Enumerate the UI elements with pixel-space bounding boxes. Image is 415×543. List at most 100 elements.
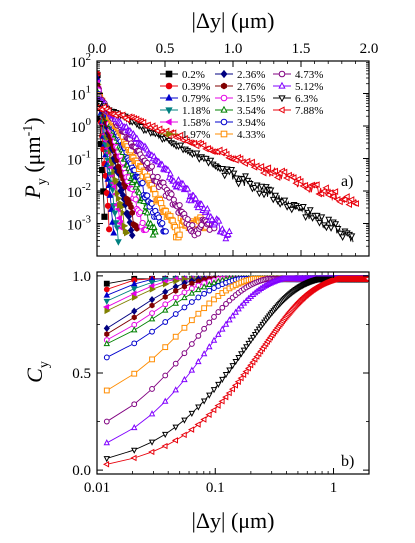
panel-a-point <box>347 196 355 203</box>
panel-a-y-tick-label: 102 <box>71 51 92 71</box>
panel-b-point <box>244 365 251 372</box>
legend-item: 3.54% <box>215 105 265 117</box>
panel-a-point <box>143 208 151 216</box>
panel-a-point <box>151 227 159 235</box>
panel-a-ylabel-unit: (μm <box>20 136 45 172</box>
panel-b-point <box>363 276 369 282</box>
panel-b-y-tick-label: 1.0 <box>72 269 91 285</box>
panel-b-ylabel-sub: y <box>37 361 52 368</box>
panel-a-point <box>258 183 266 191</box>
panel-b-point <box>194 421 201 428</box>
panel-a-point <box>225 227 233 235</box>
panel-a-y-tick-label: 100 <box>71 116 92 136</box>
panel-a-point <box>176 202 183 209</box>
panel-a-point <box>313 212 321 220</box>
panel-b-point <box>210 387 218 394</box>
panel-a-point <box>106 226 113 233</box>
panel-a-point <box>296 177 304 185</box>
panel-a-point <box>199 142 207 149</box>
panel-b-point <box>201 305 208 312</box>
legend-marker <box>165 82 173 90</box>
panel-b-point <box>103 298 111 305</box>
panel-a-point <box>208 215 216 223</box>
panel-a-point <box>106 191 114 198</box>
legend-marker <box>277 106 285 114</box>
panel-b-point <box>188 289 196 296</box>
panel-a-point <box>175 176 182 183</box>
panel-b-point <box>200 350 208 357</box>
panel-a-point <box>193 150 201 157</box>
panel-b-point <box>188 366 196 373</box>
panel-a-point <box>235 180 243 188</box>
panel-a-point <box>216 146 223 154</box>
panel-a-x-tick-label: 1.0 <box>224 41 243 57</box>
panel-b-point <box>149 356 155 363</box>
panel-b-point <box>201 290 208 297</box>
panel-a-point <box>192 194 200 202</box>
panel-b-point <box>131 423 138 431</box>
panel-a-point <box>133 180 141 188</box>
panel-b-point <box>206 343 213 350</box>
panel-a-point <box>107 205 115 212</box>
legend-marker <box>220 94 228 102</box>
panel-a-point <box>348 233 356 240</box>
panel-b-point <box>131 326 138 333</box>
legend-marker <box>165 93 173 101</box>
panel-b-point <box>200 398 208 405</box>
panel-b-point <box>161 397 169 404</box>
panel-b-point <box>103 286 110 293</box>
panel-b-point <box>238 351 245 358</box>
legend-item: 3.15% <box>215 93 265 105</box>
legend-item: 2.36% <box>215 69 265 81</box>
panel-a-point <box>123 116 131 124</box>
legend-marker <box>278 70 286 78</box>
panel-a-point <box>125 212 133 221</box>
panel-a-point <box>320 187 327 195</box>
panel-a-point <box>336 230 344 238</box>
legend-item: 6.3% <box>273 93 318 105</box>
panel-b-point <box>172 424 179 431</box>
panel-b-point <box>131 280 138 287</box>
panel-a-point <box>203 204 211 212</box>
panel-b-point <box>188 410 196 418</box>
panel-a-point <box>113 225 121 232</box>
panel-a-x-tick-label: 0.5 <box>156 41 175 57</box>
panel-b: 0.01 0.1 10.00.51.0 |Δy| (μm) Cy b) <box>22 269 370 533</box>
panel-b-point <box>162 293 168 300</box>
panel-a-point <box>264 164 272 172</box>
panel-a-point <box>168 191 175 198</box>
panel-a-point <box>232 156 239 164</box>
panel-a-point <box>104 202 112 209</box>
panel-a-point <box>228 166 236 174</box>
panel-b-point <box>180 431 187 439</box>
panel-b-point <box>130 454 137 462</box>
panel-b-point <box>245 340 252 348</box>
panel-b-point <box>103 439 111 446</box>
panel-a-point <box>323 224 330 232</box>
panel-b-point <box>103 280 110 287</box>
panel-b-point <box>149 328 155 335</box>
legend-marker <box>278 95 286 103</box>
panel-b-point <box>103 354 110 361</box>
panel-b-point <box>149 302 155 309</box>
panel-a-point <box>306 207 314 214</box>
panel-a-point <box>260 191 268 199</box>
panel-b-point <box>200 416 207 423</box>
panel-b-point <box>253 353 260 360</box>
legend-label: 0.2% <box>182 69 205 81</box>
panel-b-point <box>148 280 156 287</box>
panel-b-point <box>232 308 239 315</box>
panel-a-point <box>272 192 279 200</box>
panel-a-point <box>123 229 131 237</box>
panel-b-point <box>181 293 188 301</box>
panel-b-point <box>103 324 110 332</box>
panel-a-point <box>166 169 174 177</box>
panel-b-point <box>226 367 233 374</box>
panel-b-y-tick-label: 0.0 <box>72 463 91 479</box>
legend-marker <box>165 70 173 78</box>
legend-label: 1.18% <box>182 105 210 117</box>
panel-a-point <box>224 230 232 238</box>
panel-b-point <box>247 361 254 369</box>
panel-a-point <box>151 124 158 132</box>
